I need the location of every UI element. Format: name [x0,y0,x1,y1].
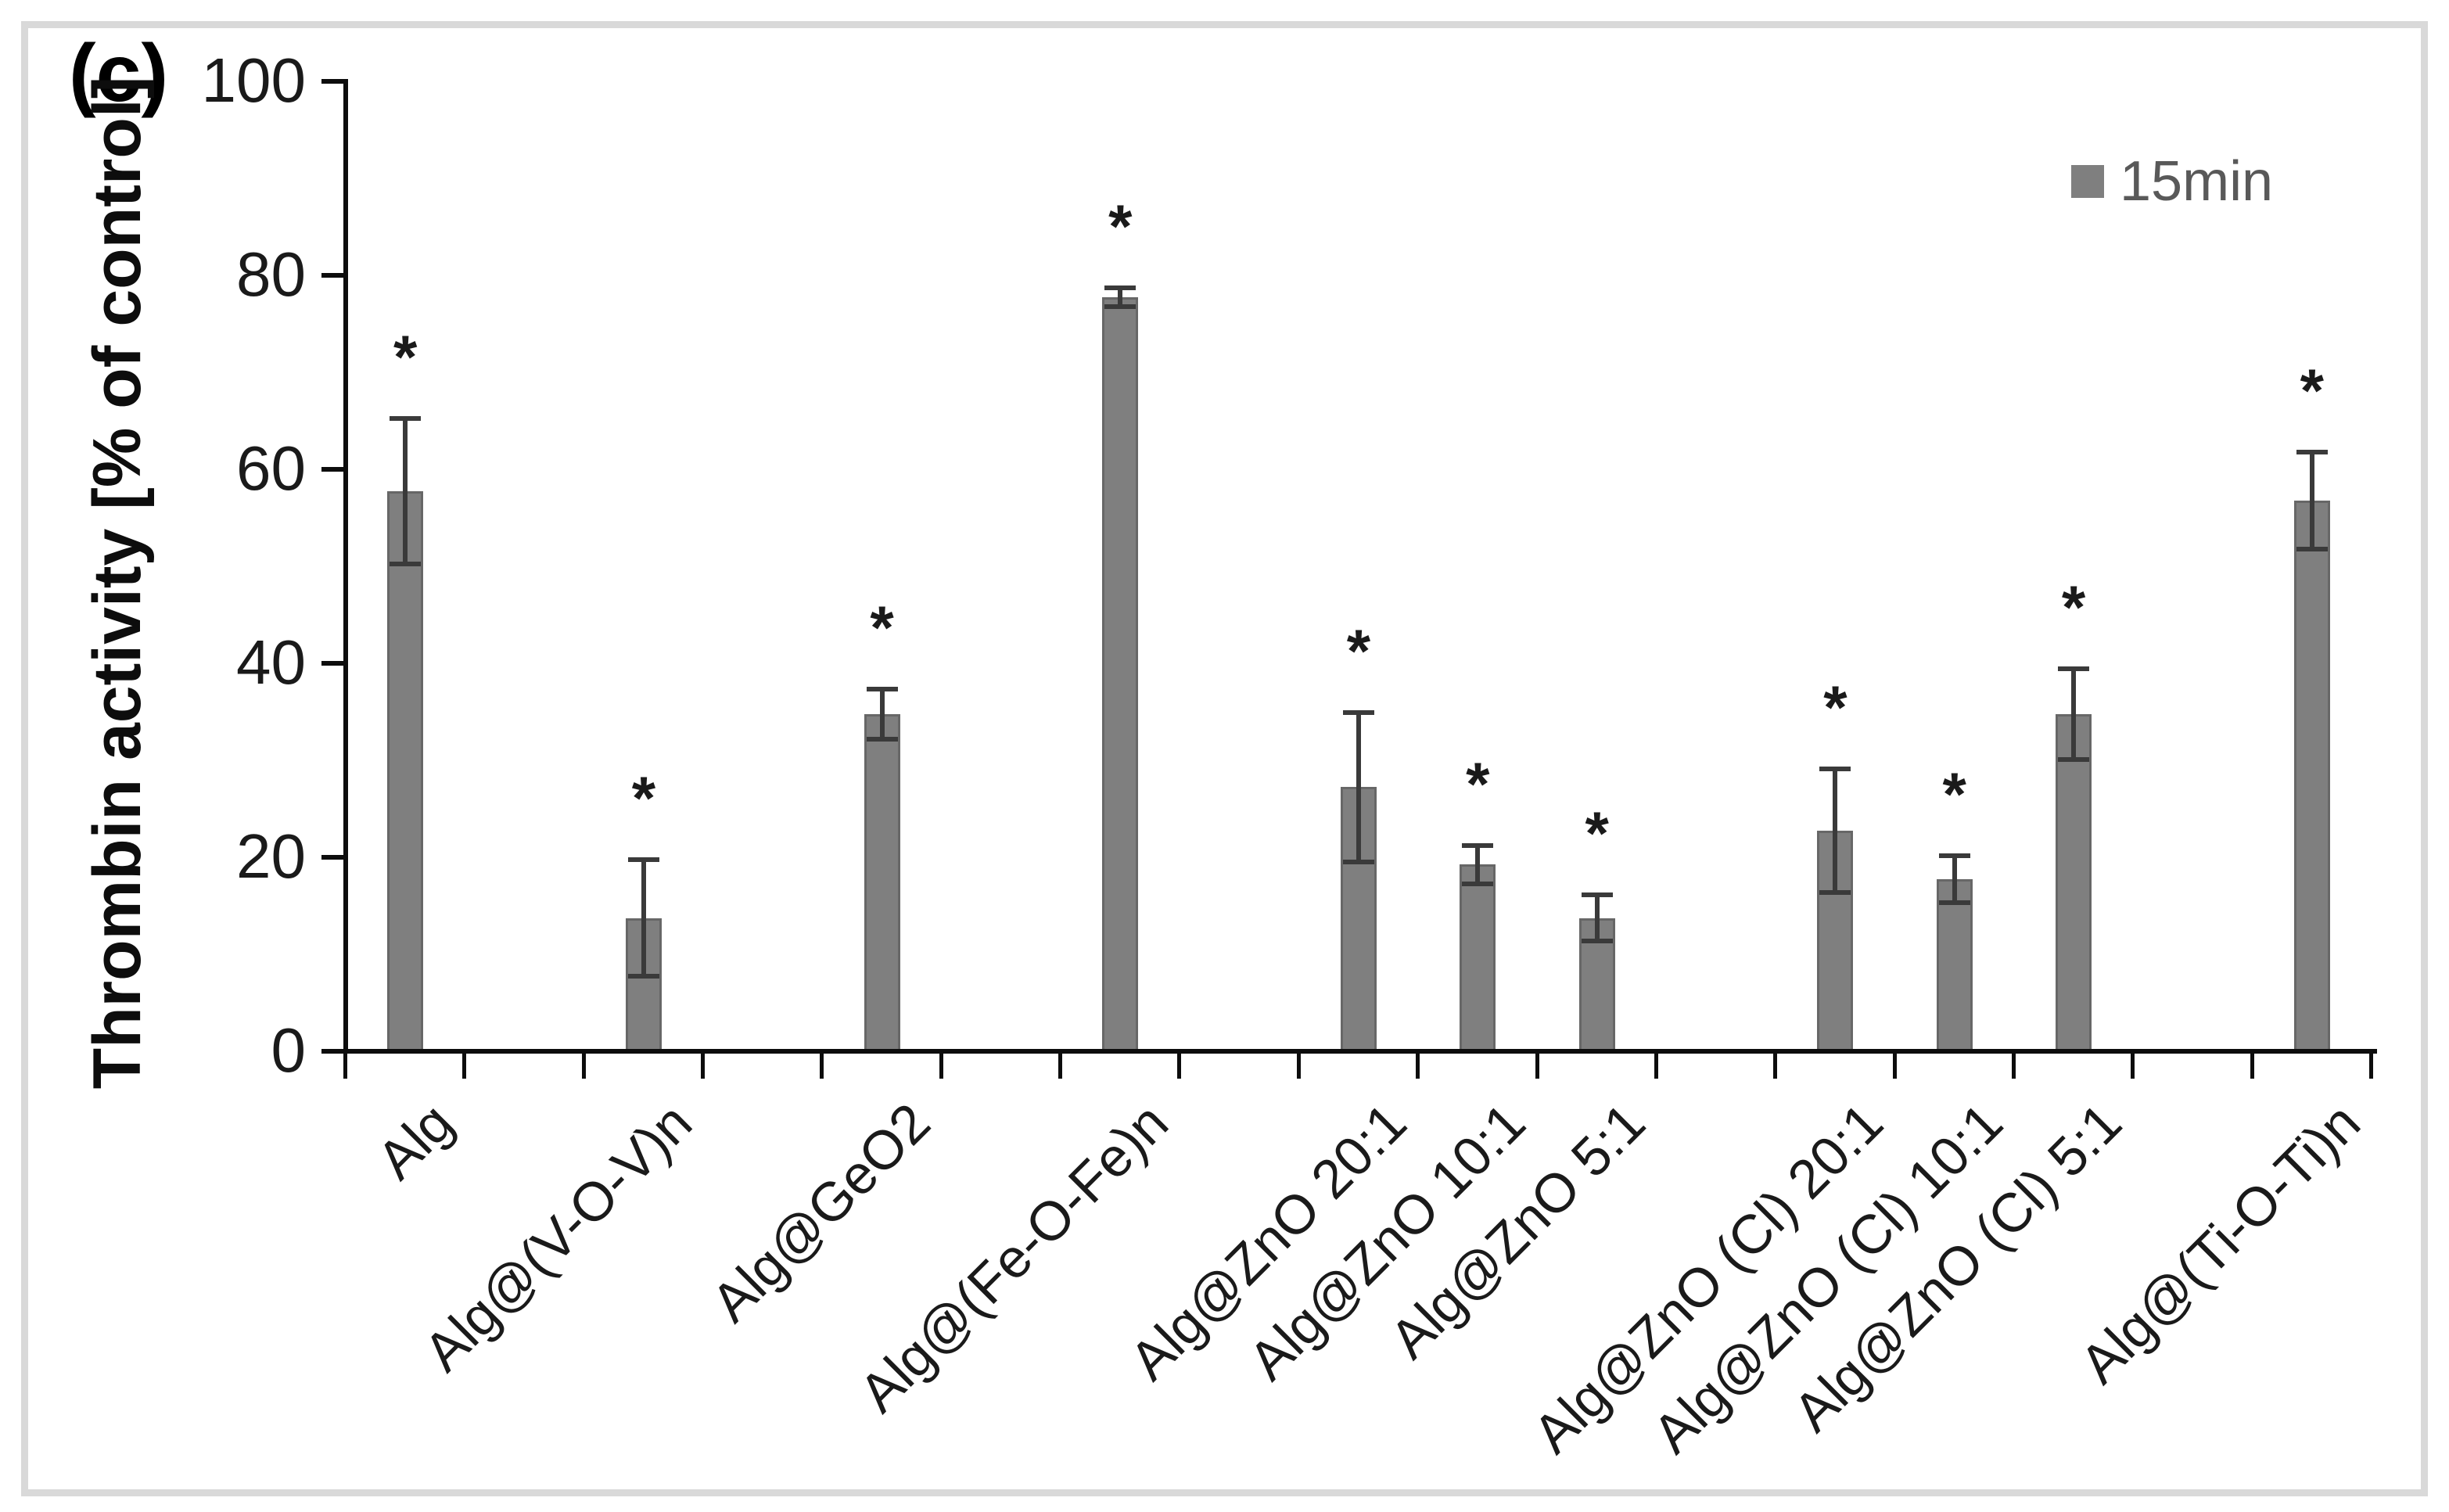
error-bar-cap-top [1462,842,1494,848]
error-bar-line [1475,845,1481,885]
x-category-label: Alg@GeO2 [699,1091,942,1334]
error-bar-line [641,860,646,976]
x-tick-mark [1177,1054,1182,1079]
bar-11-alg-ti-o-ti-n [2293,501,2330,1049]
error-bar-cap-bottom [627,974,659,979]
error-bar-cap-bottom [390,562,422,566]
error-bar-cap-top [2058,666,2090,671]
bar-3-alg-geo2 [864,714,900,1049]
error-bar-cap-top [866,686,898,691]
error-bar-line [2309,452,2314,550]
y-tick-label: 100 [201,45,306,115]
significance-star: * [2300,356,2324,426]
error-bar-cap-top [1104,285,1137,290]
significance-star: * [1466,749,1490,818]
error-bar-cap-top [1342,709,1374,715]
legend: 15min [2071,153,2273,210]
y-tick-mark [321,661,343,666]
significance-star: * [2061,572,2086,641]
error-bar-cap-bottom [1819,890,1851,896]
significance-star: * [1108,191,1133,260]
bar-4-alg-fe-o-fe-n [1102,297,1139,1049]
y-tick-mark [321,79,343,84]
x-tick-mark [1416,1054,1420,1079]
error-bar-cap-top [1819,766,1851,771]
y-tick-label: 80 [236,239,306,309]
error-bar-cap-bottom [866,737,898,742]
error-bar-line [1833,768,1838,893]
significance-star: * [1585,798,1609,867]
x-category-label: Alg [365,1091,465,1191]
error-bar-cap-bottom [1938,900,1970,905]
legend-label: 15min [2120,150,2274,213]
bar-1-alg [387,491,424,1049]
x-tick-mark [939,1054,943,1079]
error-bar-line [879,688,885,740]
error-bar-cap-bottom [1581,939,1613,944]
error-bar-cap-top [1938,853,1970,859]
bar-6-alg-zno-10-1 [1460,864,1496,1049]
y-tick-label: 20 [236,821,306,891]
error-bar-cap-bottom [2296,547,2328,552]
x-tick-mark [820,1054,824,1079]
y-tick-label: 0 [271,1015,307,1085]
x-tick-mark [1296,1054,1301,1079]
x-tick-mark [1892,1054,1897,1079]
bar-10-alg-zno-cl-5-1 [2056,714,2092,1049]
y-tick-mark [321,273,343,278]
significance-star: * [393,322,418,391]
error-bar-line [1594,894,1600,942]
error-bar-cap-bottom [1342,859,1374,864]
error-bar-line [2071,668,2077,760]
x-tick-mark [2011,1054,2016,1079]
error-bar-cap-top [627,857,659,863]
significance-star: * [870,592,894,662]
error-bar-line [1952,856,1957,903]
significance-star: * [1823,672,1848,742]
y-tick-label: 40 [236,627,306,697]
error-bar-line [403,418,408,564]
x-tick-mark [1058,1054,1063,1079]
y-tick-mark [321,467,343,472]
error-bar-cap-top [390,416,422,421]
x-tick-mark [1654,1054,1658,1079]
bar-9-alg-zno-cl-10-1 [1936,879,1973,1049]
x-tick-mark [701,1054,706,1079]
x-tick-mark [343,1054,347,1079]
panel-label: (c) [69,28,169,119]
x-axis-line [343,1049,2377,1054]
x-tick-mark [2250,1054,2254,1079]
y-tick-label: 60 [236,433,306,503]
x-tick-mark [462,1054,467,1079]
error-bar-cap-bottom [2058,757,2090,763]
x-tick-mark [581,1054,586,1079]
error-bar-cap-top [2296,450,2328,455]
error-bar-line [1356,712,1361,862]
y-tick-mark [321,855,343,860]
significance-star: * [1942,760,1966,829]
y-axis-line [343,79,348,1054]
x-tick-mark [2368,1054,2373,1079]
x-tick-mark [1535,1054,1539,1079]
error-bar-cap-bottom [1104,304,1137,310]
legend-swatch [2071,165,2104,198]
y-tick-mark [321,1049,343,1054]
error-bar-cap-top [1581,892,1613,897]
x-tick-mark [2131,1054,2135,1079]
significance-star: * [631,763,656,833]
x-tick-mark [1773,1054,1778,1079]
error-bar-line [1118,287,1123,307]
y-axis-title: Thrombin activity [% of control] [80,76,155,1090]
significance-star: * [1346,616,1371,685]
error-bar-cap-bottom [1462,882,1494,887]
